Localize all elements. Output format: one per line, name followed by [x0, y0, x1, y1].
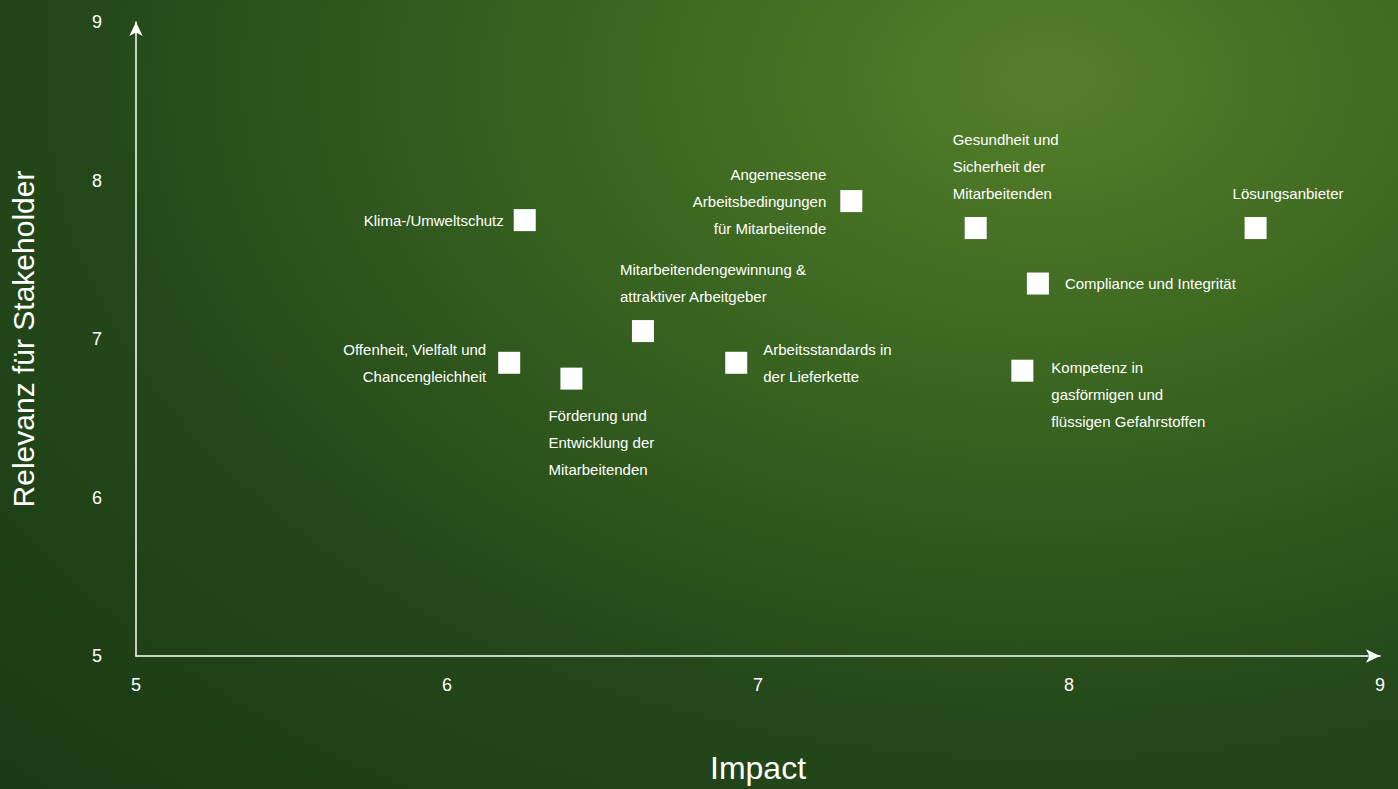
svg-text:gasförmigen und: gasförmigen und	[1051, 386, 1163, 403]
svg-text:Kompetenz in: Kompetenz in	[1051, 359, 1143, 376]
svg-text:9: 9	[92, 12, 102, 32]
svg-text:Compliance und Integrität: Compliance und Integrität	[1065, 275, 1237, 292]
svg-text:Sicherheit der: Sicherheit der	[953, 158, 1046, 175]
svg-text:flüssigen Gefahrstoffen: flüssigen Gefahrstoffen	[1051, 413, 1205, 430]
svg-text:Arbeitsbedingungen: Arbeitsbedingungen	[693, 193, 826, 210]
svg-text:Entwicklung der: Entwicklung der	[548, 434, 654, 451]
svg-text:7: 7	[92, 329, 102, 349]
svg-text:Mitarbeitenden: Mitarbeitenden	[548, 461, 647, 478]
svg-text:Gesundheit und: Gesundheit und	[953, 131, 1059, 148]
svg-text:8: 8	[92, 171, 102, 191]
svg-text:Offenheit, Vielfalt und: Offenheit, Vielfalt und	[343, 341, 486, 358]
svg-text:Chancengleichheit: Chancengleichheit	[363, 368, 487, 385]
svg-text:Mitarbeitendengewinnung &: Mitarbeitendengewinnung &	[620, 261, 806, 278]
svg-text:5: 5	[92, 646, 102, 666]
svg-text:Mitarbeitenden: Mitarbeitenden	[953, 185, 1052, 202]
svg-text:5: 5	[131, 675, 141, 695]
svg-text:7: 7	[753, 675, 763, 695]
svg-text:Relevanz für Stakeholder: Relevanz für Stakeholder	[7, 171, 40, 508]
svg-text:6: 6	[92, 488, 102, 508]
svg-text:8: 8	[1064, 675, 1074, 695]
svg-text:9: 9	[1375, 675, 1385, 695]
svg-text:6: 6	[442, 675, 452, 695]
svg-text:Impact: Impact	[710, 750, 806, 786]
svg-text:Förderung und: Förderung und	[548, 407, 646, 424]
svg-text:Klima-/Umweltschutz: Klima-/Umweltschutz	[364, 212, 504, 229]
svg-text:attraktiver Arbeitgeber: attraktiver Arbeitgeber	[620, 288, 767, 305]
svg-text:für Mitarbeitende: für Mitarbeitende	[714, 220, 827, 237]
svg-text:Arbeitsstandards in: Arbeitsstandards in	[763, 341, 891, 358]
svg-text:Angemessene: Angemessene	[730, 166, 826, 183]
svg-text:Lösungsanbieter: Lösungsanbieter	[1233, 185, 1344, 202]
svg-text:der Lieferkette: der Lieferkette	[763, 368, 859, 385]
